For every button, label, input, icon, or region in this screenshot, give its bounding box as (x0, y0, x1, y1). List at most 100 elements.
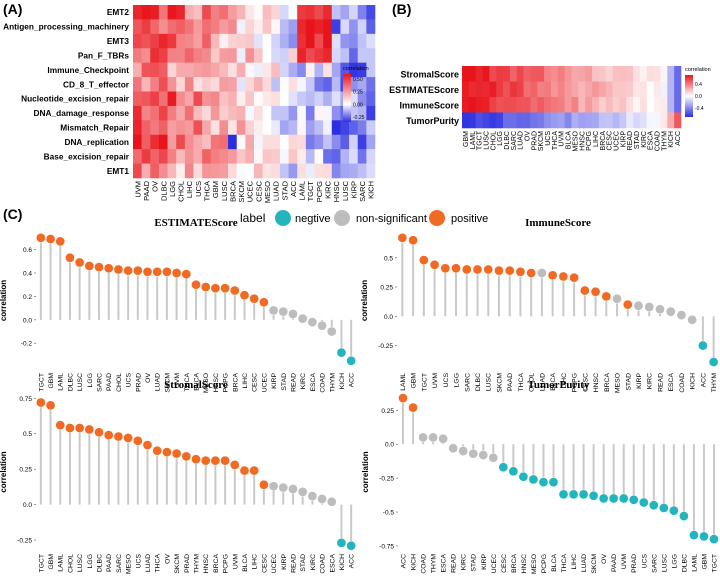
heatmap-a-cell (340, 120, 350, 136)
stromal-xtick-label: UCEC (271, 554, 278, 573)
heatmap-a-cell (340, 48, 350, 63)
stromal-xtick-label: PAAD (106, 554, 113, 572)
heatmap-b-cell (482, 66, 490, 82)
heatmap-a-cell (323, 33, 333, 49)
heatmap-a-cell (271, 149, 281, 164)
stromal-point (171, 448, 182, 459)
heatmap-b-cell (598, 97, 607, 113)
heatmap-b-cell (660, 81, 668, 98)
stromal-xtick-label: LUAD (145, 554, 152, 572)
heatmap-a-cell (176, 149, 186, 164)
heatmap-a-cell (262, 149, 272, 164)
heatmap-a-cell (219, 33, 229, 49)
immune-point (622, 299, 633, 310)
stromal-point (113, 431, 124, 442)
estimate-xtick-label: ESCA (310, 373, 317, 392)
heatmap-a-cell (297, 149, 307, 164)
heatmap-a-cell (141, 77, 151, 92)
heatmap-a-cell (245, 120, 255, 136)
heatmap-a-cell (297, 33, 307, 49)
estimate-xtick-label: CESC (252, 373, 259, 392)
heatmap-a-cell (236, 105, 246, 121)
immune-point (612, 293, 622, 304)
heatmap-a-cell (202, 48, 212, 63)
heatmap-b-col-label: LAML (470, 131, 477, 149)
heatmap-a-cell (141, 19, 151, 35)
heatmap-a-cell (297, 48, 307, 63)
purity-point (448, 443, 459, 454)
immune-xtick-label: KIRP (636, 373, 643, 389)
heatmap-b-cell (462, 81, 470, 98)
heatmap-a-cell (323, 105, 333, 121)
estimate-xtick-label: BLCA (194, 373, 201, 391)
purity-point (679, 511, 689, 521)
heatmap-a-row-label: Immune_Checkpoint (47, 65, 129, 75)
heatmap-b-cell (564, 66, 572, 82)
heatmap-b-cell (660, 112, 668, 129)
heatmap-a-cell (236, 62, 246, 78)
heatmap-a-cell (158, 77, 168, 92)
heatmap-b-cell (605, 81, 613, 98)
heatmap-a-cell (133, 5, 142, 20)
heatmap-a-cell (219, 62, 229, 78)
heatmap-a-cell (297, 77, 307, 92)
heatmap-a-cell (323, 120, 333, 136)
heatmap-a-cell (254, 77, 263, 92)
purity-point (658, 503, 669, 513)
heatmap-a-cell (288, 62, 298, 78)
purity-point (528, 474, 539, 485)
heatmap-a-cell (254, 163, 263, 179)
stromal-xtick-label: SARC (116, 554, 123, 573)
heatmap-a-row-label: EMT3 (107, 36, 130, 46)
heatmap-a-cell (193, 134, 203, 150)
immune-point (397, 233, 408, 243)
heatmap-b-cell (646, 112, 654, 129)
heatmap-a-cell (210, 91, 220, 107)
immune-xtick-label: BRCA (604, 373, 611, 392)
immune-xtick-label: MESO (615, 373, 622, 393)
immune-xtick-label: LIHC (561, 373, 568, 389)
heatmap-b-cell (544, 81, 552, 98)
estimate-point (336, 347, 347, 358)
estimate-xtick-label: THYM (329, 373, 336, 393)
heatmap-a-cell (167, 48, 177, 63)
estimate-xtick-label: SKCM (164, 373, 171, 393)
estimate-point (249, 293, 260, 304)
stromal-xtick-label: GBM (48, 554, 55, 570)
heatmap-a-cell (210, 48, 220, 63)
stromal-ytick-label: 0.75 (19, 396, 32, 403)
immune-xtick-label: SARC (464, 373, 471, 392)
heatmap-a-cell (184, 62, 194, 78)
heatmap-b-cell (619, 81, 627, 98)
heatmap-b-cell (530, 66, 538, 82)
heatmap-a-cell (167, 19, 177, 35)
heatmap-b-cell (612, 81, 620, 98)
immune-xtick-label: UCS (443, 373, 450, 388)
heatmap-b-cell (475, 66, 483, 82)
heatmap-a-cell (288, 5, 298, 20)
heatmap-a-cell (245, 105, 255, 121)
heatmap-a-cell (210, 120, 220, 136)
stromal-ytick-label: 0.5 (23, 431, 32, 438)
heatmap-a-cell (133, 48, 142, 63)
immune-xtick-label: LUAD (539, 373, 546, 391)
heatmap-a-cell (331, 134, 341, 150)
estimate-xtick-label: KIRC (300, 373, 307, 389)
heatmap-a-cell (279, 149, 289, 164)
heatmap-a-cell (202, 77, 212, 92)
heatmap-a-cell (254, 120, 263, 136)
heatmap-a-cell (254, 62, 263, 78)
heatmap-a-cell (305, 19, 315, 35)
heatmap-a-cell (236, 19, 246, 35)
heatmap-a-cell (141, 134, 151, 150)
heatmap-a-col-label: DLBC (159, 180, 168, 201)
heatmap-b-cell (489, 66, 497, 82)
stromal-point (220, 455, 230, 466)
immune-point (708, 357, 719, 367)
heatmap-a-cell (288, 105, 298, 121)
purity-point (638, 497, 649, 508)
purity-point (538, 477, 549, 488)
heatmap-b-cell (626, 66, 634, 82)
stromal-point (297, 487, 308, 497)
heatmap-b-cell (585, 112, 593, 129)
